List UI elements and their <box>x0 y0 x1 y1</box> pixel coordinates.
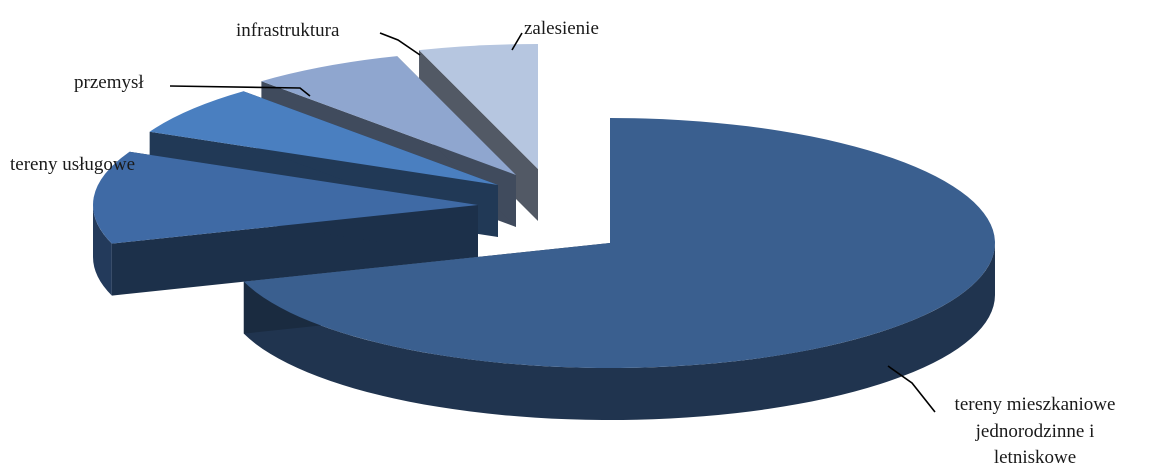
pie-slice-top <box>93 151 479 244</box>
pie-labels: infrastruktura zalesienie przemysł teren… <box>10 18 1115 465</box>
pie-slice-side <box>93 205 112 296</box>
pie-slice-uslugowe <box>93 151 479 296</box>
leader-line-infrastruktura <box>379 32 421 56</box>
slice-label-main-line2: jednorodzinne i <box>975 421 1095 442</box>
pie-slice-top <box>419 44 538 169</box>
pie-slice-top <box>243 118 995 368</box>
slice-label-infrastruktura: infrastruktura <box>236 20 340 41</box>
pie-slice-main <box>243 118 995 420</box>
slice-label-main-line1: tereny mieszkaniowe <box>955 394 1116 415</box>
leader-line-przemysl <box>169 85 311 97</box>
pie-slice-side <box>243 243 995 420</box>
slice-label-uslugowe: tereny usługowe <box>10 154 135 175</box>
slice-label-przemysl: przemysł <box>74 72 144 93</box>
leader-line-zalesienie <box>511 32 523 51</box>
slice-label-main-line3: letniskowe <box>994 447 1076 465</box>
slice-label-zalesienie: zalesienie <box>524 18 599 39</box>
pie-slice-top <box>261 56 516 175</box>
pie-slice-top <box>149 91 498 185</box>
leader-line-main <box>887 365 936 413</box>
pie-slices <box>93 44 995 420</box>
